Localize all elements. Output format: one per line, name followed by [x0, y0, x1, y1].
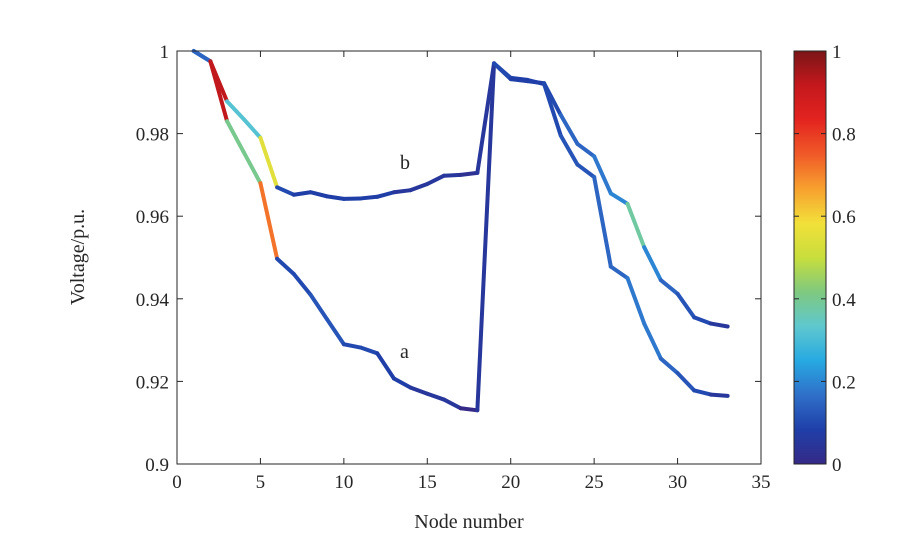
y-tick-label: 0.9 — [145, 455, 169, 476]
series-a-segment — [225, 119, 246, 155]
series-a-segment — [475, 61, 497, 413]
series-a-segment — [391, 376, 413, 390]
series-a-segment — [458, 406, 480, 413]
series-b-segment — [258, 135, 280, 190]
series-b-segment — [558, 113, 580, 146]
series-b-segment — [325, 194, 346, 201]
series-a-segment — [408, 385, 430, 396]
series-a-segment — [575, 162, 597, 179]
colorbar-tick-label: 0.2 — [832, 372, 856, 393]
x-tick-label: 0 — [172, 472, 182, 493]
series-lines — [191, 49, 730, 413]
series-b-segment — [708, 321, 730, 329]
series-a-segment — [375, 351, 396, 381]
series-a-segment — [275, 256, 296, 277]
series-b-segment — [308, 190, 330, 199]
label-series-a: a — [400, 341, 409, 363]
series-b-segment — [425, 173, 446, 186]
series-b-segment — [441, 172, 463, 178]
series-b-segment — [575, 141, 597, 159]
y-tick-label: 1 — [160, 42, 170, 63]
series-a-segment — [608, 264, 630, 281]
series-a-segment — [642, 321, 663, 361]
series-a-segment — [425, 391, 446, 402]
series-b-segment — [241, 117, 263, 140]
series-b-segment — [191, 49, 213, 64]
series-b-segment — [642, 245, 663, 283]
series-b-segment — [625, 201, 647, 250]
series-a-segment — [658, 356, 680, 376]
series-b-segment — [458, 170, 480, 177]
x-tick-label: 30 — [668, 472, 687, 493]
series-a-segment — [692, 388, 713, 397]
series-b-segment — [692, 315, 713, 326]
series-b-segment — [592, 154, 613, 196]
y-tick-label: 0.94 — [136, 290, 170, 311]
plot-background — [177, 51, 761, 464]
colorbar — [793, 50, 827, 465]
series-b-segment — [375, 190, 396, 199]
series-b-segment — [675, 291, 697, 320]
series-a-segment — [258, 181, 280, 261]
colorbar-tick-label: 0.4 — [832, 290, 856, 311]
series-a-segment — [558, 133, 580, 167]
series-b-segment — [492, 61, 513, 82]
colorbar-tick-label: 0.8 — [832, 125, 856, 146]
series-a-segment — [308, 292, 330, 322]
x-tick-label: 10 — [334, 472, 353, 493]
series-a-segment — [325, 317, 346, 347]
series-b — [191, 49, 730, 329]
series-a-segment — [675, 371, 697, 393]
series-b-segment — [275, 185, 296, 197]
colorbar-tick-label: 0.6 — [832, 207, 856, 228]
y-axis-label: Voltage/p.u. — [67, 209, 89, 305]
x-tick-label: 5 — [256, 472, 266, 493]
series-b-segment — [658, 278, 680, 296]
x-axis: 0 5 10 15 20 25 30 35 — [172, 51, 771, 493]
colorbar-ticks: 0 0.2 0.4 0.6 0.8 1 — [794, 42, 856, 476]
series-a-segment — [358, 345, 380, 356]
series-a-segment — [625, 276, 647, 326]
series-b-segment — [225, 99, 246, 122]
series-b-segment — [525, 79, 547, 86]
x-tick-label: 20 — [501, 472, 520, 493]
series-b-segment — [508, 77, 530, 84]
y-tick-label: 0.98 — [136, 125, 169, 146]
series-b-segment — [291, 190, 313, 197]
x-tick-label: 25 — [585, 472, 604, 493]
label-series-b: b — [400, 152, 410, 174]
x-axis-label: Node number — [414, 511, 524, 533]
series-a-segment — [592, 174, 613, 269]
y-axis: 0.9 0.92 0.94 0.96 0.98 1 — [136, 42, 761, 476]
colorbar-tick-label: 0 — [832, 455, 842, 476]
series-b-segment — [408, 181, 430, 193]
x-tick-label: 35 — [752, 472, 771, 493]
series-b-segment — [608, 191, 630, 206]
series-a — [191, 49, 730, 413]
y-tick-label: 0.96 — [136, 207, 169, 228]
series-b-segment — [358, 194, 380, 201]
plot-frame — [176, 50, 762, 465]
series-a-segment — [291, 272, 313, 297]
y-tick-label: 0.92 — [136, 372, 169, 393]
series-a-segment — [708, 392, 730, 398]
colorbar-tick-label: 1 — [832, 42, 842, 63]
series-b-segment — [391, 188, 413, 195]
series-a-segment — [441, 397, 463, 411]
series-a-segment — [241, 150, 263, 186]
series-b-segment — [475, 61, 497, 175]
series-b-segment — [208, 59, 230, 104]
x-tick-label: 15 — [418, 472, 437, 493]
series-b-segment — [542, 81, 563, 118]
series-a-segment — [341, 342, 363, 350]
